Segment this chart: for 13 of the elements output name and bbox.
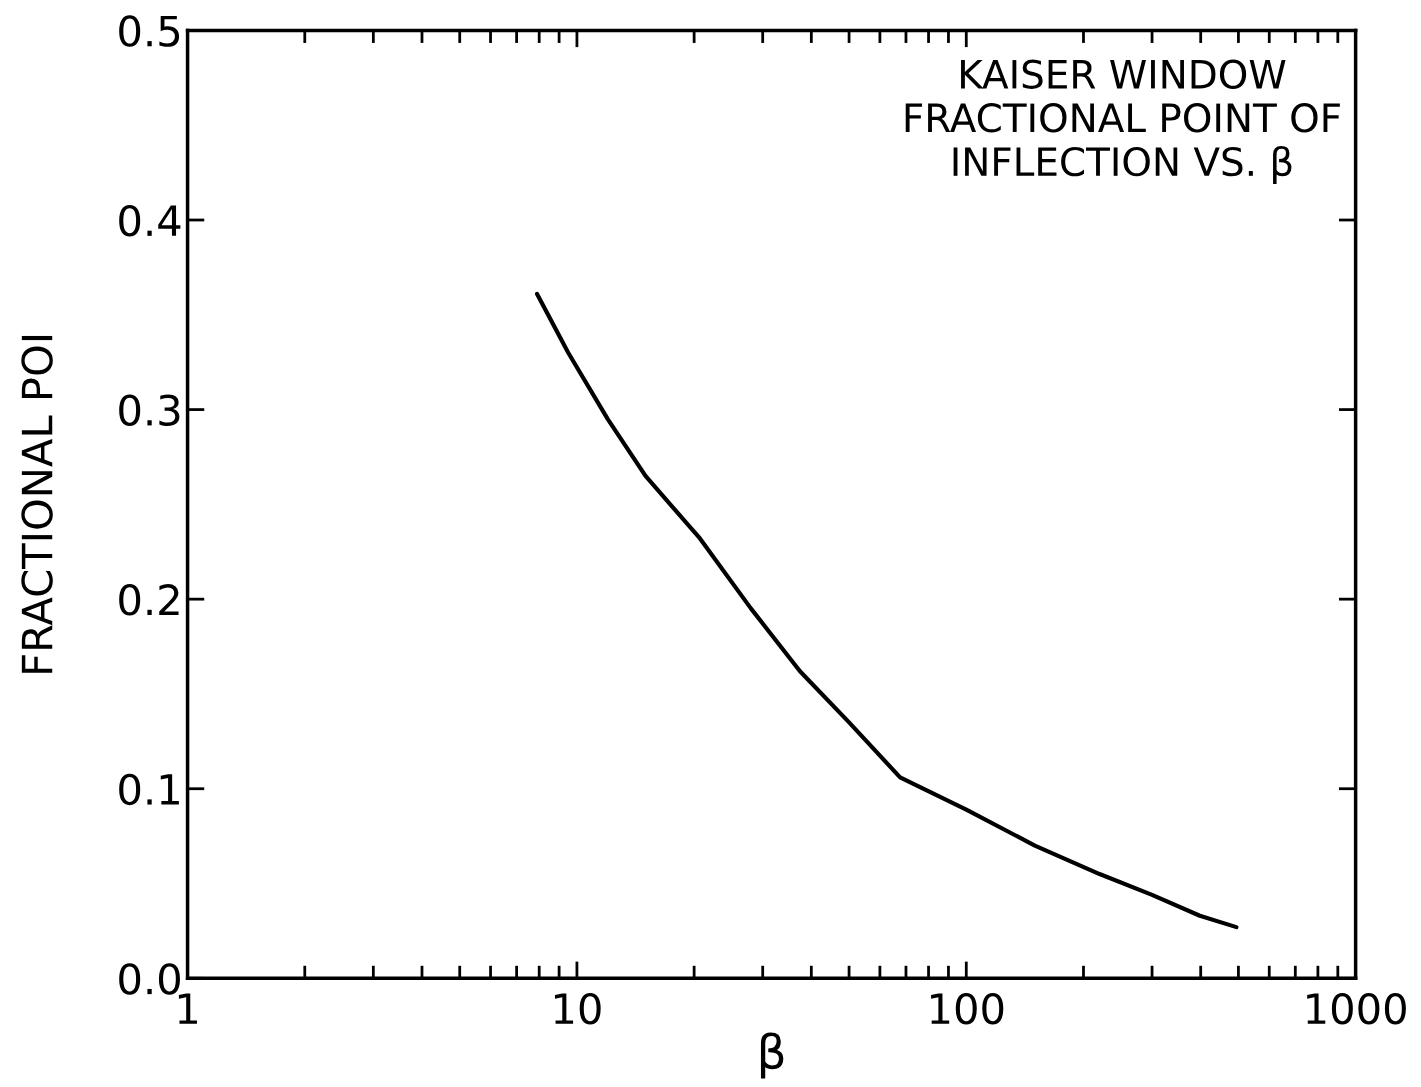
y-tick-label: 0.0 <box>119 963 180 995</box>
y-tick-label: 0.2 <box>119 584 179 616</box>
x-axis-title: β <box>760 1032 784 1079</box>
text: KAISER WINDOW FRACTIONAL POINT OF INFLECTION VS. β <box>905 59 1340 184</box>
y-tick-label: 0.5 <box>119 15 180 47</box>
y-tick-label: 0.4 <box>119 204 181 237</box>
y-tick-label: 0.1 <box>119 773 179 806</box>
y-tick-label: 0.3 <box>119 394 180 426</box>
x-tick-label: 100 <box>931 992 1004 1025</box>
x-tick-label: 1 <box>178 993 197 1024</box>
y-axis-title: FRACTIONAL POI <box>21 335 53 673</box>
x-tick-label: 10 <box>554 992 601 1025</box>
x-tick-label: 1000 <box>1307 992 1406 1025</box>
